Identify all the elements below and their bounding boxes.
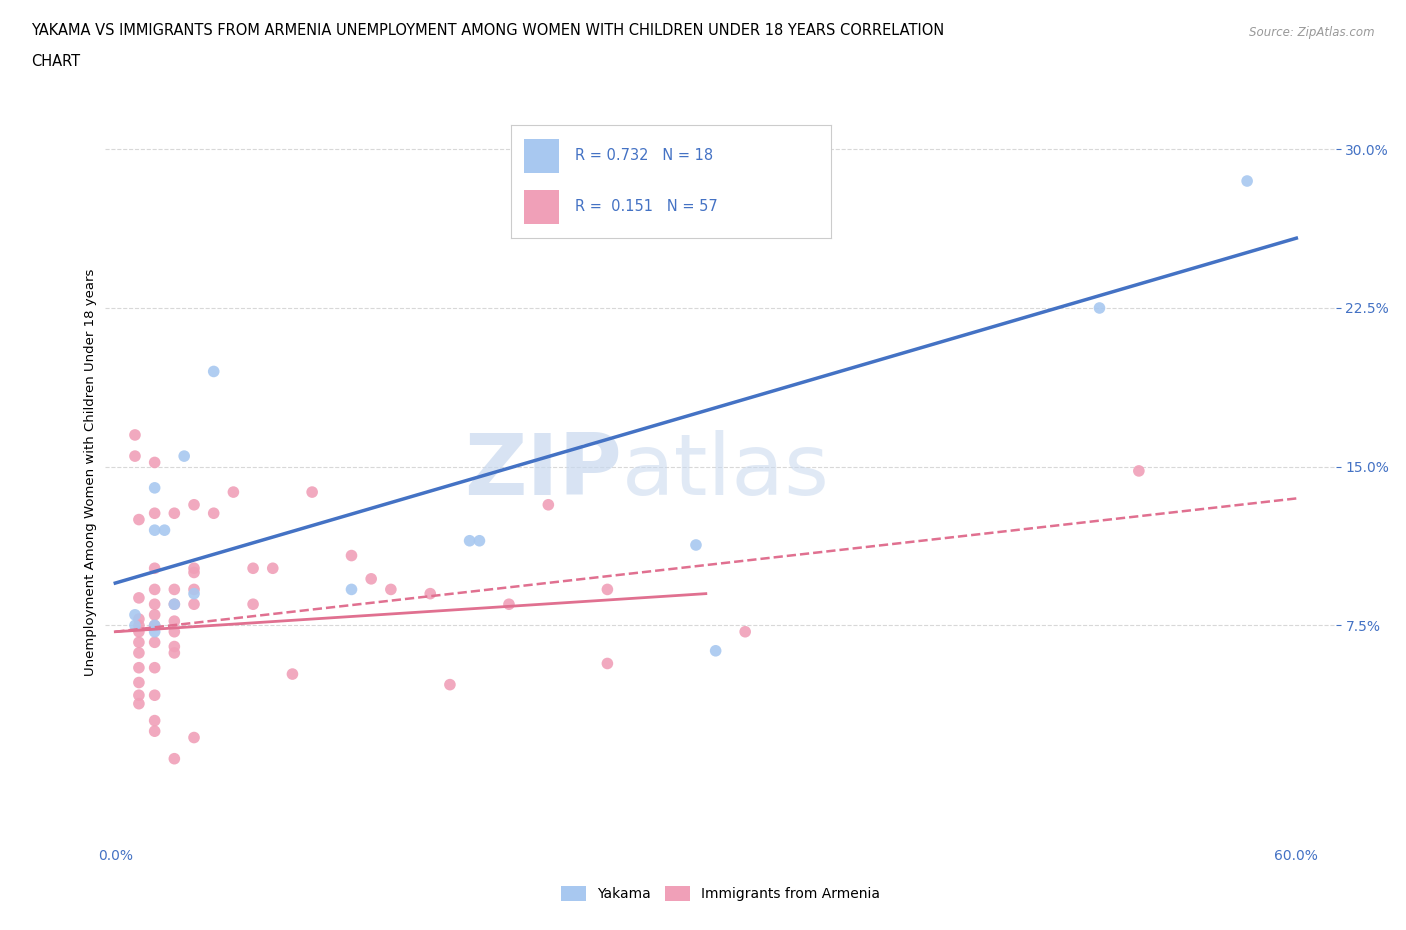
Point <box>143 618 166 632</box>
Point <box>128 624 150 639</box>
Point <box>143 561 166 576</box>
Point <box>163 506 186 521</box>
Text: CHART: CHART <box>31 54 80 69</box>
Point <box>596 656 619 671</box>
Point <box>163 751 186 766</box>
Text: YAKAMA VS IMMIGRANTS FROM ARMENIA UNEMPLOYMENT AMONG WOMEN WITH CHILDREN UNDER 1: YAKAMA VS IMMIGRANTS FROM ARMENIA UNEMPL… <box>31 23 945 38</box>
Point <box>1128 463 1150 478</box>
Point <box>128 688 150 703</box>
Text: ZIP: ZIP <box>464 431 621 513</box>
Point <box>143 635 166 650</box>
Point <box>380 582 402 597</box>
Point <box>439 677 461 692</box>
Point <box>143 506 166 521</box>
Point <box>143 597 166 612</box>
Point <box>1236 174 1258 189</box>
Point <box>128 635 150 650</box>
Point <box>202 364 225 379</box>
Text: Source: ZipAtlas.com: Source: ZipAtlas.com <box>1250 26 1375 39</box>
Point <box>163 639 186 654</box>
Point <box>163 597 186 612</box>
Point <box>128 697 150 711</box>
Point <box>301 485 323 499</box>
Point <box>143 618 166 632</box>
Point <box>128 660 150 675</box>
Point <box>173 448 195 463</box>
Point <box>340 548 363 563</box>
Point <box>128 612 150 627</box>
Point <box>419 586 441 601</box>
Point <box>183 582 205 597</box>
Point <box>734 624 756 639</box>
Point <box>153 523 176 538</box>
Point <box>143 713 166 728</box>
Text: atlas: atlas <box>621 431 830 513</box>
Point <box>281 667 304 682</box>
Point <box>458 533 481 548</box>
Point <box>128 675 150 690</box>
Point <box>163 582 186 597</box>
Point <box>685 538 707 552</box>
Point <box>537 498 560 512</box>
Point <box>163 614 186 629</box>
Y-axis label: Unemployment Among Women with Children Under 18 years: Unemployment Among Women with Children U… <box>84 268 97 676</box>
Point <box>202 506 225 521</box>
Point <box>704 644 727 658</box>
Point <box>262 561 284 576</box>
Point <box>183 498 205 512</box>
Point <box>143 455 166 470</box>
Point <box>124 448 146 463</box>
Point <box>596 582 619 597</box>
Point <box>222 485 245 499</box>
Point <box>143 481 166 496</box>
Point <box>360 571 382 586</box>
Point <box>143 688 166 703</box>
Point <box>163 624 186 639</box>
Point <box>183 561 205 576</box>
Point <box>128 591 150 605</box>
Point <box>498 597 520 612</box>
Point <box>242 597 264 612</box>
Point <box>143 523 166 538</box>
Point <box>143 724 166 738</box>
Point <box>183 730 205 745</box>
Point <box>183 586 205 601</box>
Point <box>124 607 146 622</box>
Point <box>183 565 205 580</box>
Point <box>143 607 166 622</box>
Point <box>124 618 146 632</box>
Point <box>183 597 205 612</box>
Legend: Yakama, Immigrants from Armenia: Yakama, Immigrants from Armenia <box>555 881 886 907</box>
Point <box>128 645 150 660</box>
Point <box>128 618 150 632</box>
Point <box>143 582 166 597</box>
Point <box>242 561 264 576</box>
Point <box>163 597 186 612</box>
Point <box>143 624 166 639</box>
Point <box>163 645 186 660</box>
Point <box>124 428 146 443</box>
Point <box>340 582 363 597</box>
Point <box>143 660 166 675</box>
Point <box>468 533 491 548</box>
Point <box>128 512 150 527</box>
Point <box>1088 300 1111 315</box>
